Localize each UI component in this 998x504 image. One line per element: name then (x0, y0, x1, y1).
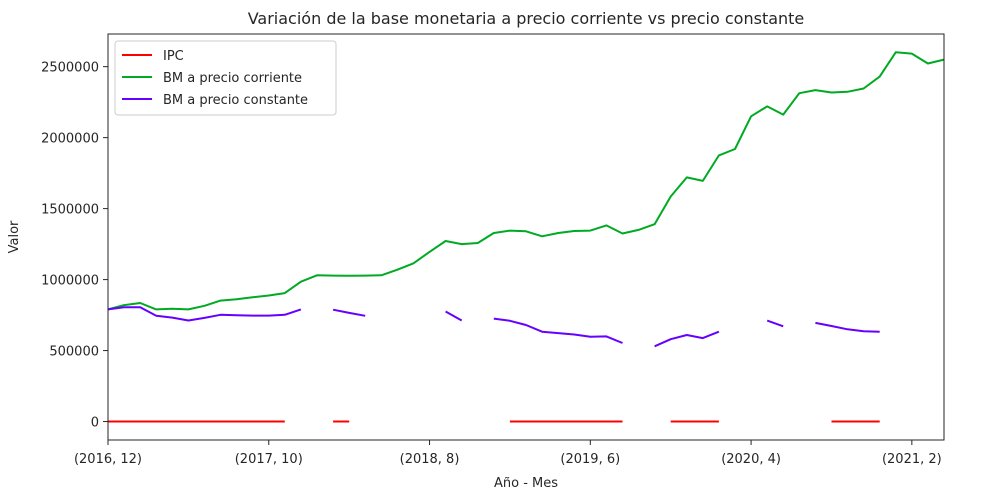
legend-box (114, 40, 337, 116)
x-tick-label-4: (2020, 4) (721, 452, 781, 467)
y-tick-label-2: 1000000 (41, 274, 99, 289)
legend: IPC BM a precio corriente BM a precio cons… (114, 40, 337, 116)
x-tick-label-1: (2017, 10) (235, 452, 303, 467)
x-tick-label-0: (2016, 12) (74, 452, 142, 467)
x-axis-title: Año - Mes (494, 476, 558, 491)
y-tick-label-3: 1500000 (41, 203, 99, 218)
x-tick-label-3: (2019, 6) (560, 452, 620, 467)
series-layer (107, 51, 945, 423)
chart-title: Variación de la base monetaria a precio … (248, 9, 805, 28)
y-axis: 0 500000 1000000 1500000 2000000 2500000 (41, 61, 108, 431)
x-tick-label-2: (2018, 8) (400, 452, 460, 467)
y-axis-title: Valor (7, 220, 22, 253)
y-tick-label-4: 2000000 (41, 132, 99, 147)
y-tick-label-0: 0 (91, 416, 99, 431)
series-line-1 (107, 51, 945, 311)
plot-frame (107, 33, 945, 441)
legend-label-0: IPC (163, 49, 184, 64)
x-axis: (2016, 12) (2017, 10) (2018, 8) (2019, 6) (2… (74, 440, 942, 467)
legend-label-2: BM a precio constante (163, 93, 308, 108)
series-line-2 (107, 306, 880, 348)
x-tick-label-5: (2021, 2) (882, 452, 942, 467)
y-tick-label-5: 2500000 (41, 61, 99, 76)
legend-label-1: BM a precio corriente (163, 71, 302, 86)
y-tick-label-1: 500000 (49, 345, 99, 360)
